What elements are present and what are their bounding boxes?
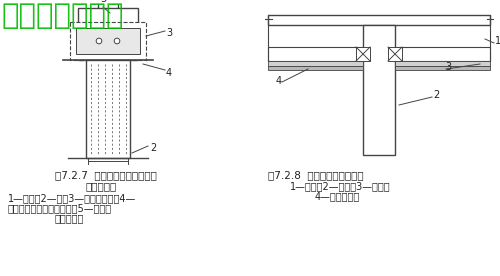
Bar xyxy=(268,66,363,70)
Circle shape xyxy=(114,38,120,44)
Text: 4—防火石膏板: 4—防火石膏板 xyxy=(315,191,360,201)
Text: 1: 1 xyxy=(495,36,500,46)
Text: 2: 2 xyxy=(433,90,440,100)
Bar xyxy=(70,22,146,60)
Text: 4: 4 xyxy=(276,76,282,86)
Bar xyxy=(78,8,138,60)
Text: 5: 5 xyxy=(100,0,106,4)
Bar xyxy=(356,47,370,61)
Bar xyxy=(76,28,140,54)
Bar xyxy=(395,47,490,61)
Bar xyxy=(86,60,130,158)
Bar xyxy=(268,61,363,66)
Bar xyxy=(268,47,363,61)
Text: 4: 4 xyxy=(166,68,172,78)
Text: 设侧向支撑: 设侧向支撑 xyxy=(55,213,84,223)
Bar xyxy=(395,61,490,66)
Text: 3: 3 xyxy=(445,62,451,72)
Bar xyxy=(388,47,402,61)
Text: 连接件表面涂刷防火涂料；5—梁端应: 连接件表面涂刷防火涂料；5—梁端应 xyxy=(8,203,112,213)
Text: 图7.2.7  梁柱连接件外露式防火: 图7.2.7 梁柱连接件外露式防火 xyxy=(55,170,157,180)
Bar xyxy=(268,15,490,25)
Text: 构造示意图: 构造示意图 xyxy=(85,181,116,191)
Text: 图7.2.8  顶棚防火构造示意图: 图7.2.8 顶棚防火构造示意图 xyxy=(268,170,364,180)
Bar xyxy=(363,25,395,155)
Bar xyxy=(395,66,490,70)
Circle shape xyxy=(96,38,102,44)
Text: 3: 3 xyxy=(166,28,172,38)
Text: 2: 2 xyxy=(150,143,156,153)
Text: 程佳木业胶合木: 程佳木业胶合木 xyxy=(2,2,124,30)
Text: 1—次梁；2—主梁；3—衬木；: 1—次梁；2—主梁；3—衬木； xyxy=(290,181,390,191)
Text: 1—木梁；2—柱；3—金属连接件；4—: 1—木梁；2—柱；3—金属连接件；4— xyxy=(8,193,136,203)
